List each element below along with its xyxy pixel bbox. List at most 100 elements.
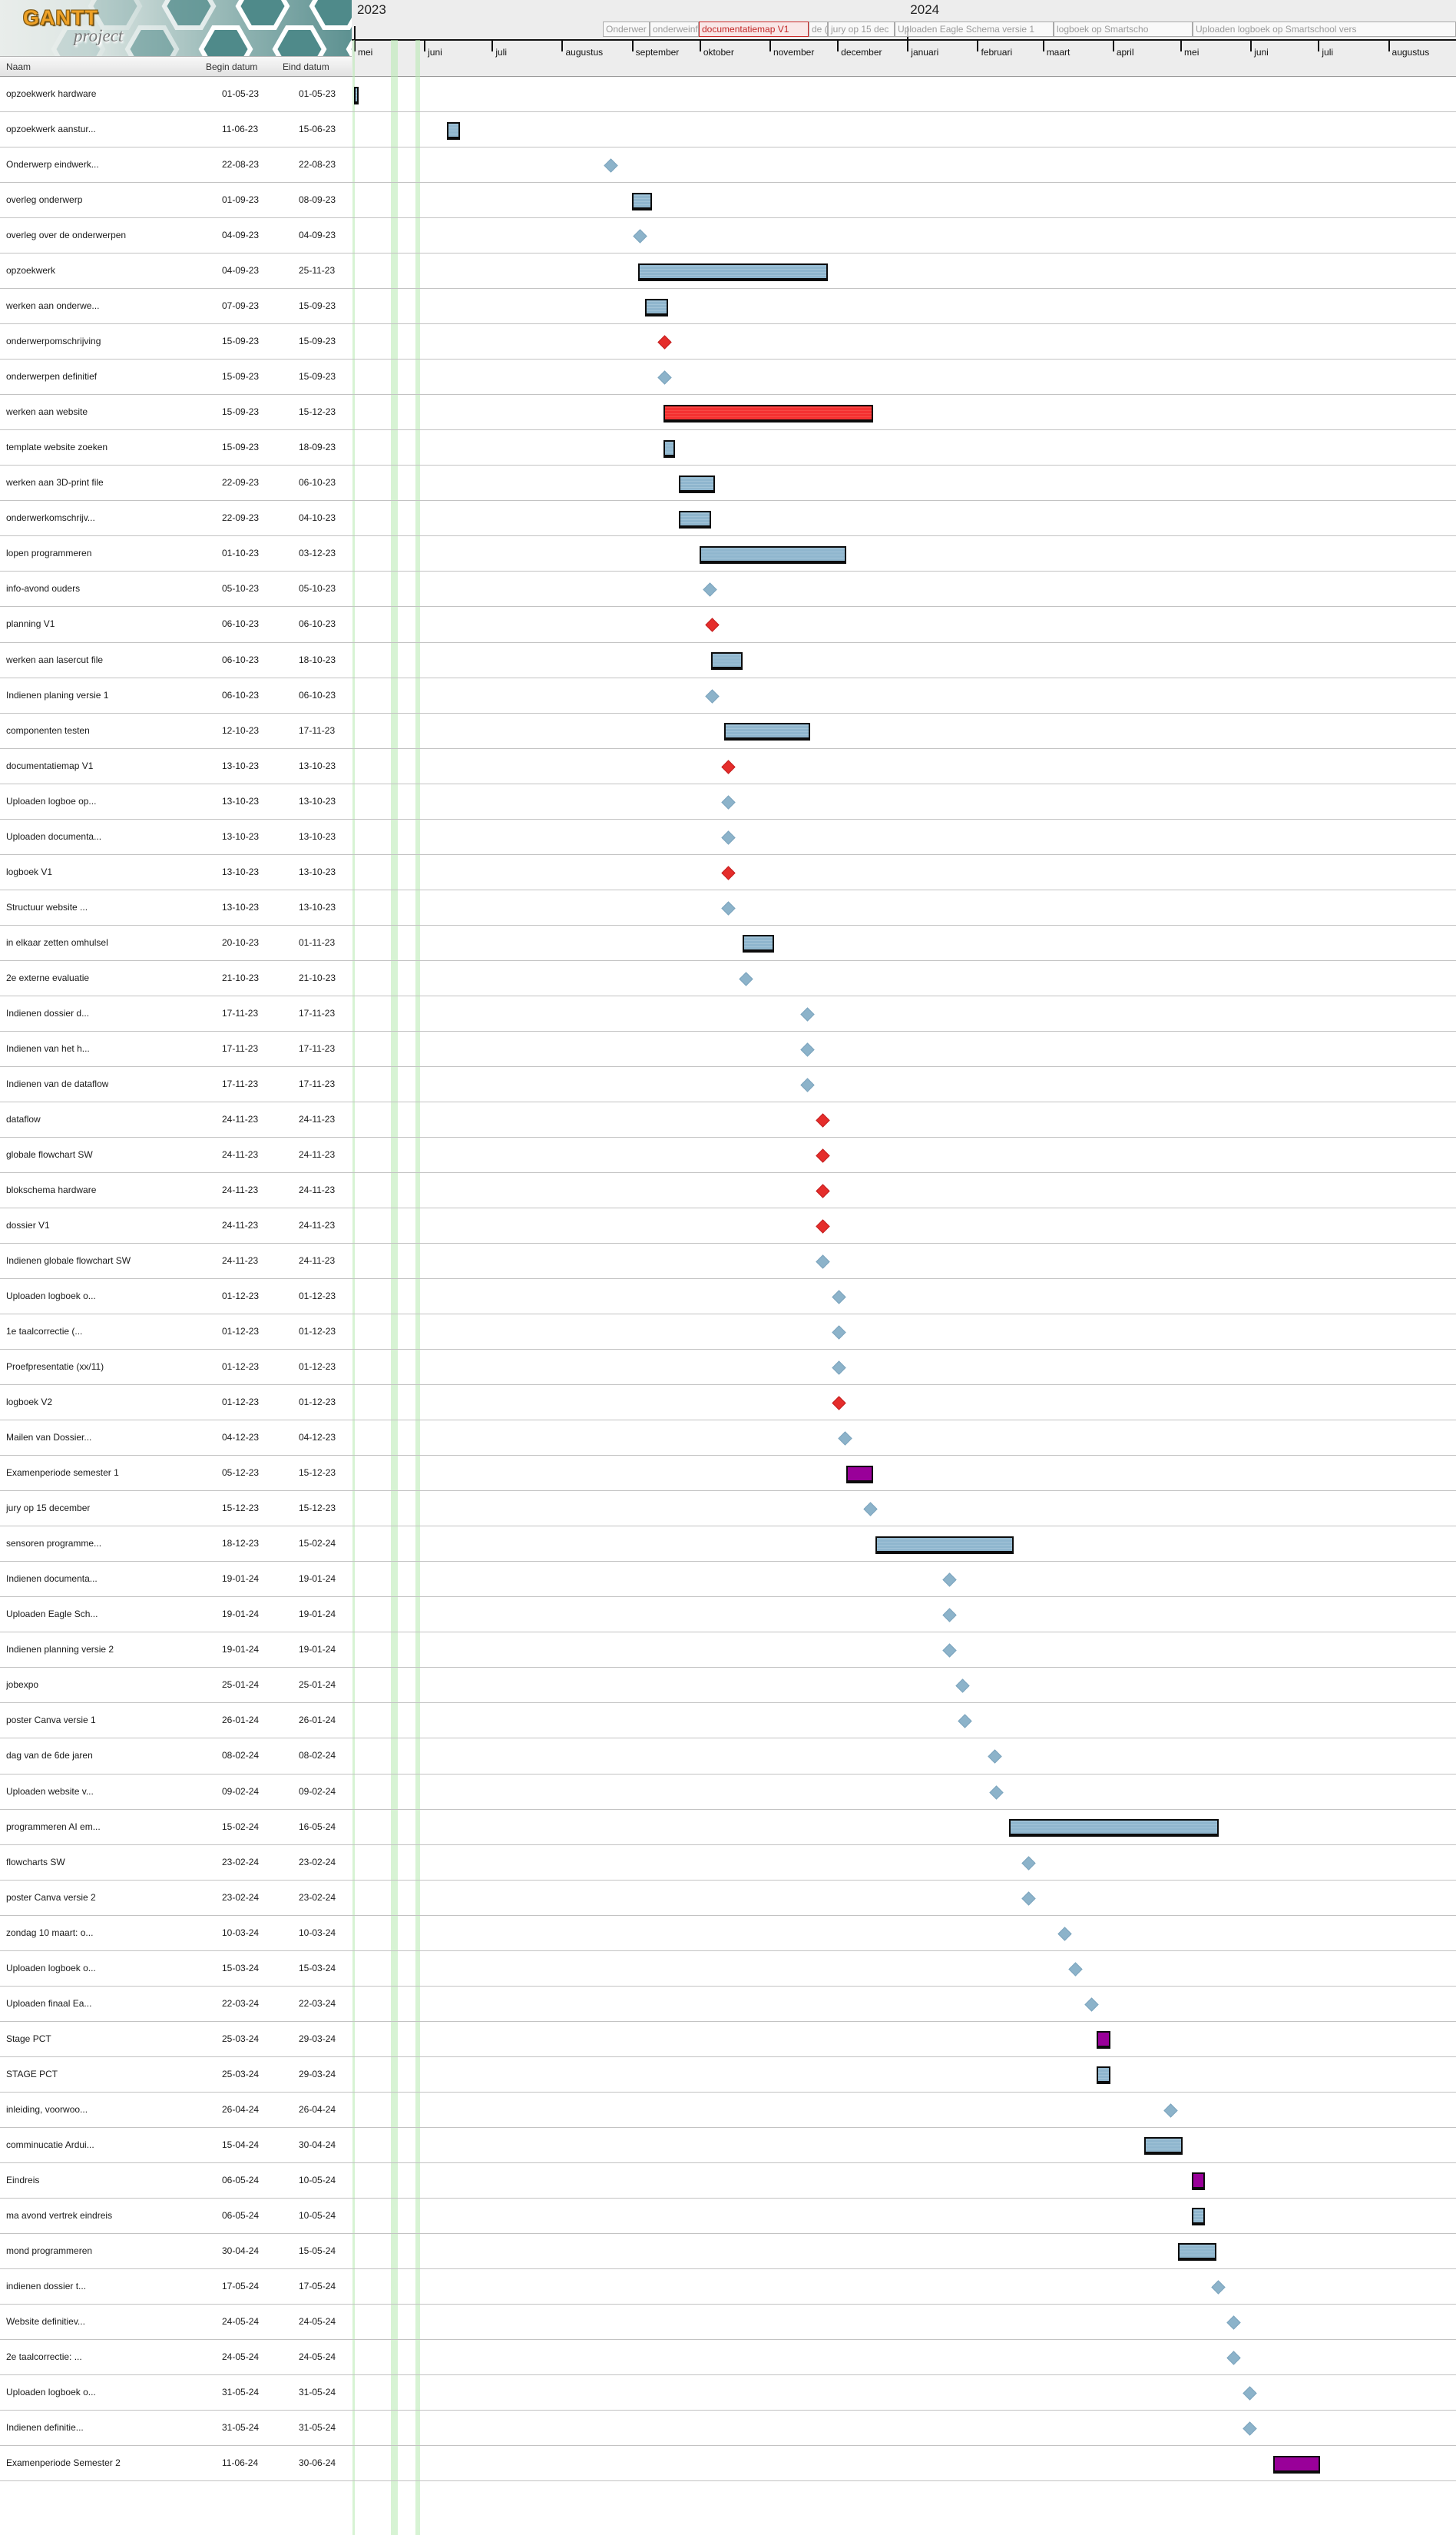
- column-header-eind-datum[interactable]: Eind datum: [283, 61, 329, 72]
- gantt-milestone-diamond-red[interactable]: [831, 1396, 846, 1410]
- gantt-task-bar-purple[interactable]: [1272, 2455, 1321, 2474]
- task-row[interactable]: Indienen van het h... 17-11-23 17-11-23: [0, 1032, 1456, 1067]
- task-row[interactable]: dossier V1 24-11-23 24-11-23: [0, 1208, 1456, 1244]
- task-row[interactable]: flowcharts SW 23-02-24 23-02-24: [0, 1845, 1456, 1881]
- task-row[interactable]: Indienen planning versie 2 19-01-24 19-01-…: [0, 1632, 1456, 1668]
- task-row[interactable]: opzoekwerk hardware 01-05-23 01-05-23: [0, 77, 1456, 113]
- month-label[interactable]: augustus: [1391, 47, 1430, 58]
- month-label[interactable]: juni: [428, 47, 442, 58]
- task-row[interactable]: indienen dossier t... 17-05-24 17-05-24: [0, 2269, 1456, 2305]
- gantt-milestone-diamond-red[interactable]: [816, 1148, 830, 1163]
- task-row[interactable]: Examenperiode Semester 2 11-06-24 30-06-24: [0, 2446, 1456, 2482]
- task-row[interactable]: Eindreis 06-05-24 10-05-24: [0, 2163, 1456, 2199]
- gantt-task-bar-purple[interactable]: [1191, 2172, 1206, 2191]
- gantt-milestone-diamond-red[interactable]: [816, 1219, 830, 1234]
- task-row[interactable]: Indienen planing versie 1 06-10-23 06-10-2…: [0, 678, 1456, 714]
- month-label[interactable]: oktober: [703, 47, 734, 58]
- timeline-task-label[interactable]: onderweinf: [650, 22, 699, 37]
- task-row[interactable]: Uploaden logboe op... 13-10-23 13-10-23: [0, 784, 1456, 820]
- gantt-task-bar-blue[interactable]: [1191, 2208, 1206, 2226]
- task-row[interactable]: sensoren programme... 18-12-23 15-02-24: [0, 1526, 1456, 1562]
- task-row[interactable]: comminucatie Ardui... 15-04-24 30-04-24: [0, 2128, 1456, 2163]
- gantt-milestone-diamond-blue[interactable]: [720, 794, 736, 810]
- gantt-milestone-diamond-blue[interactable]: [799, 1078, 815, 1092]
- column-header-begin-datum[interactable]: Begin datum: [206, 61, 258, 72]
- task-row[interactable]: 2e taalcorrectie: ... 24-05-24 24-05-24: [0, 2340, 1456, 2376]
- gantt-task-bar-blue[interactable]: [1097, 2066, 1110, 2085]
- gantt-milestone-diamond-blue[interactable]: [739, 972, 753, 986]
- task-row[interactable]: lopen programmeren 01-10-23 03-12-23: [0, 536, 1456, 572]
- month-label[interactable]: maart: [1046, 47, 1070, 58]
- gantt-task-bar-blue[interactable]: [1008, 1819, 1219, 1837]
- task-row[interactable]: onderwerkomschrijv... 22-09-23 04-10-23: [0, 501, 1456, 537]
- gantt-milestone-diamond-blue[interactable]: [633, 229, 647, 244]
- task-row[interactable]: Indienen definitie... 31-05-24 31-05-24: [0, 2411, 1456, 2447]
- task-row[interactable]: opzoekwerk 04-09-23 25-11-23: [0, 254, 1456, 290]
- task-row[interactable]: globale flowchart SW 24-11-23 24-11-23: [0, 1138, 1456, 1173]
- gantt-task-bar-blue[interactable]: [446, 121, 461, 140]
- gantt-milestone-diamond-blue[interactable]: [831, 1325, 846, 1340]
- task-row[interactable]: Onderwerp eindwerk... 22-08-23 22-08-23: [0, 147, 1456, 184]
- gantt-task-bar-red[interactable]: [663, 404, 874, 422]
- timeline-task-label-highlighted[interactable]: documentatiemap V1: [699, 22, 809, 37]
- task-row[interactable]: logboek V1 13-10-23 13-10-23: [0, 855, 1456, 890]
- task-row[interactable]: STAGE PCT 25-03-24 29-03-24: [0, 2057, 1456, 2093]
- gantt-milestone-diamond-blue[interactable]: [1163, 2103, 1178, 2118]
- task-row[interactable]: inleiding, voorwoo... 26-04-24 26-04-24: [0, 2093, 1456, 2128]
- month-label[interactable]: april: [1116, 47, 1134, 58]
- timeline-task-label[interactable]: Onderwer: [603, 22, 650, 37]
- gantt-task-bar-blue[interactable]: [724, 723, 810, 741]
- task-row[interactable]: planning V1 06-10-23 06-10-23: [0, 607, 1456, 643]
- task-row[interactable]: opzoekwerk aanstur... 11-06-23 15-06-23: [0, 112, 1456, 148]
- task-row[interactable]: Structuur website ... 13-10-23 13-10-23: [0, 890, 1456, 926]
- task-row[interactable]: programmeren AI em... 15-02-24 16-05-24: [0, 1810, 1456, 1845]
- gantt-milestone-diamond-blue[interactable]: [1057, 1926, 1072, 1941]
- gantt-milestone-diamond-blue[interactable]: [657, 370, 672, 385]
- task-row[interactable]: overleg over de onderwerpen 04-09-23 04-09…: [0, 218, 1456, 254]
- timeline-task-label[interactable]: Uploaden Eagle Schema versie 1: [895, 22, 1054, 37]
- task-row[interactable]: onderwerpen definitief 15-09-23 15-09-23: [0, 360, 1456, 396]
- task-row[interactable]: Website definitiev... 24-05-24 24-05-24: [0, 2305, 1456, 2340]
- task-row[interactable]: werken aan website 15-09-23 15-12-23: [0, 395, 1456, 431]
- gantt-milestone-diamond-blue[interactable]: [942, 1608, 957, 1623]
- task-row[interactable]: Indienen globale flowchart SW 24-11-23 24-…: [0, 1244, 1456, 1280]
- month-label[interactable]: juni: [1254, 47, 1269, 58]
- gantt-milestone-diamond-red[interactable]: [657, 335, 672, 350]
- column-header-naam[interactable]: Naam: [6, 61, 31, 72]
- gantt-milestone-diamond-blue[interactable]: [958, 1714, 972, 1729]
- gantt-milestone-diamond-blue[interactable]: [604, 158, 618, 173]
- gantt-milestone-diamond-blue[interactable]: [1243, 2421, 1257, 2436]
- gantt-milestone-diamond-blue[interactable]: [1084, 1997, 1099, 2012]
- month-label[interactable]: juli: [1322, 47, 1334, 58]
- gantt-task-bar-blue[interactable]: [645, 298, 668, 316]
- gantt-task-bar-blue[interactable]: [679, 510, 711, 529]
- task-row[interactable]: 1e taalcorrectie (... 01-12-23 01-12-23: [0, 1314, 1456, 1350]
- gantt-milestone-diamond-red[interactable]: [720, 866, 736, 880]
- task-row[interactable]: Uploaden website v... 09-02-24 09-02-24: [0, 1774, 1456, 1810]
- gantt-milestone-diamond-blue[interactable]: [1226, 2315, 1241, 2330]
- gantt-task-bar-blue[interactable]: [875, 1536, 1014, 1554]
- month-label[interactable]: mei: [358, 47, 373, 58]
- gantt-milestone-diamond-red[interactable]: [816, 1184, 830, 1198]
- task-row[interactable]: werken aan onderwe... 07-09-23 15-09-23: [0, 289, 1456, 325]
- task-row[interactable]: Uploaden Eagle Sch... 19-01-24 19-01-24: [0, 1597, 1456, 1633]
- task-row[interactable]: blokschema hardware 24-11-23 24-11-23: [0, 1173, 1456, 1208]
- gantt-milestone-diamond-blue[interactable]: [831, 1290, 846, 1304]
- month-label[interactable]: augustus: [565, 47, 604, 58]
- gantt-task-bar-purple[interactable]: [845, 1465, 874, 1483]
- month-label[interactable]: mei: [1184, 47, 1200, 58]
- month-label[interactable]: januari: [911, 47, 939, 58]
- task-row[interactable]: logboek V2 01-12-23 01-12-23: [0, 1385, 1456, 1421]
- gantt-milestone-diamond-blue[interactable]: [1210, 2280, 1226, 2295]
- timeline-task-label[interactable]: jury op 15 dec: [828, 22, 895, 37]
- gantt-milestone-diamond-blue[interactable]: [1068, 1961, 1084, 1977]
- gantt-milestone-diamond-blue[interactable]: [703, 582, 717, 598]
- task-row[interactable]: poster Canva versie 1 26-01-24 26-01-24: [0, 1703, 1456, 1739]
- task-row[interactable]: Indienen van de dataflow 17-11-23 17-11-23: [0, 1067, 1456, 1102]
- month-label[interactable]: september: [635, 47, 680, 58]
- gantt-task-bar-blue[interactable]: [354, 86, 359, 104]
- gantt-task-bar-blue[interactable]: [631, 192, 653, 210]
- gantt-milestone-diamond-blue[interactable]: [942, 1643, 957, 1659]
- gantt-milestone-diamond-red[interactable]: [705, 618, 720, 633]
- task-row[interactable]: Stage PCT 25-03-24 29-03-24: [0, 2022, 1456, 2057]
